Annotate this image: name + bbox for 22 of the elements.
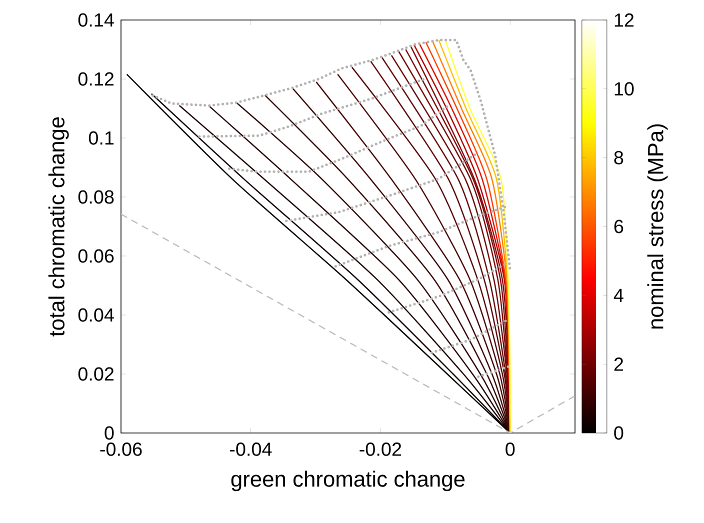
color-bar-title: nominal stress (MPa): [647, 124, 668, 329]
x-tick-label: 0: [506, 442, 515, 456]
color-bar-label: 0: [614, 426, 624, 440]
color-bar-label: 6: [614, 220, 624, 234]
y-tick-label: 0.02: [78, 367, 114, 381]
color-bar-label: 4: [614, 288, 624, 302]
color-bar-label: 12: [614, 13, 634, 27]
y-tick-label: 0.12: [78, 72, 114, 86]
x-axis-title: green chromatic change: [231, 470, 465, 492]
x-tick-label: -0.06: [100, 442, 142, 456]
y-tick-label: 0.04: [78, 308, 114, 322]
y-tick-label: 0.1: [88, 131, 114, 145]
y-axis-title: total chromatic change: [48, 117, 69, 336]
color-bar-label: 8: [614, 150, 624, 164]
x-tick-label: -0.04: [230, 442, 272, 456]
y-tick-label: 0.08: [78, 190, 114, 204]
y-tick-label: 0: [104, 426, 114, 440]
x-tick-label: -0.02: [360, 442, 402, 456]
color-bar-label: 10: [614, 82, 634, 96]
color-bar-label: 2: [614, 358, 623, 371]
y-tick-label: 0.14: [78, 13, 114, 27]
y-tick-label: 0.06: [78, 249, 114, 263]
